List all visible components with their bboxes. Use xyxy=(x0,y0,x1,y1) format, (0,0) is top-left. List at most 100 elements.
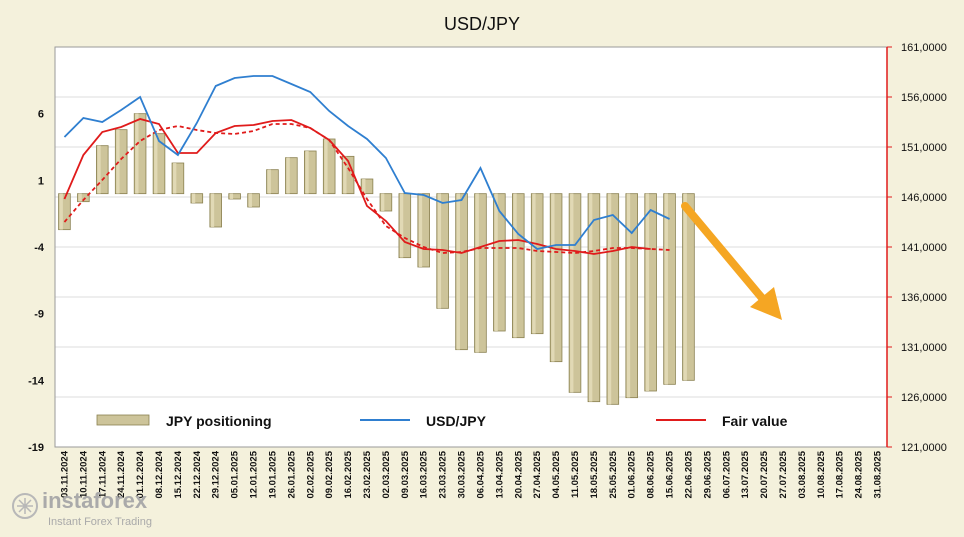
x-tick-label: 08.12.2024 xyxy=(154,450,165,498)
x-tick-label: 29.12.2024 xyxy=(211,450,222,498)
watermark-tagline: Instant Forex Trading xyxy=(48,516,152,528)
bar-jpy-positioning xyxy=(663,193,676,385)
x-tick-label: 30.03.2025 xyxy=(457,450,468,498)
x-tick-label: 03.11.2024 xyxy=(59,450,70,498)
x-tick-label: 03.08.2025 xyxy=(797,450,808,498)
x-tick-label: 29.06.2025 xyxy=(702,450,713,498)
left-tick-label: 6 xyxy=(38,109,44,121)
x-tick-label: 17.11.2024 xyxy=(97,450,108,498)
axes-layer: 6 1 -4 -9 -14 -19 161,0000 156,0000 151,0000 146,… xyxy=(28,42,947,499)
forecast-arrow xyxy=(681,202,782,320)
bar-highlight xyxy=(324,139,328,194)
bar-jpy-positioning xyxy=(512,193,525,339)
x-tick-label: 18.05.2025 xyxy=(589,450,600,498)
legend: JPY positioning USD/JPY Fair value xyxy=(96,413,788,429)
bar-highlight xyxy=(286,157,290,194)
bar-jpy-positioning xyxy=(247,193,260,208)
bar-jpy-positioning xyxy=(133,113,147,195)
right-tick-label: 141,0000 xyxy=(901,242,947,254)
legend-swatch-jpy-positioning xyxy=(96,414,150,426)
right-tick-label: 121,0000 xyxy=(901,442,947,454)
x-tick-label: 27.07.2025 xyxy=(778,450,789,498)
instaforex-logo-icon xyxy=(12,493,38,519)
bar-highlight xyxy=(418,193,423,267)
bar-jpy-positioning xyxy=(77,193,90,203)
right-tick-label: 156,0000 xyxy=(901,92,947,104)
x-tick-label: 01.06.2025 xyxy=(627,450,638,498)
bar-highlight xyxy=(173,163,177,194)
bar-highlight xyxy=(191,193,196,203)
lines-layer xyxy=(63,75,670,255)
x-tick-label: 10.08.2025 xyxy=(816,450,827,498)
bar-highlight xyxy=(210,193,215,227)
watermark: instaforex Instant Forex Trading xyxy=(12,488,152,528)
x-tick-label: 06.04.2025 xyxy=(475,450,486,498)
bar-jpy-positioning xyxy=(228,193,241,200)
bar-highlight xyxy=(475,193,479,353)
bar-jpy-positioning xyxy=(209,193,222,228)
bar-highlight xyxy=(607,193,612,405)
bar-jpy-positioning xyxy=(360,178,374,195)
fair-value-line xyxy=(63,118,651,255)
bar-highlight xyxy=(399,193,404,258)
bar-jpy-positioning xyxy=(114,129,128,195)
bar-highlight xyxy=(229,193,234,199)
x-tick-label: 01.12.2024 xyxy=(135,450,146,498)
right-tick-label: 136,0000 xyxy=(901,292,947,304)
x-tick-label: 16.03.2025 xyxy=(419,450,430,498)
bar-highlight xyxy=(97,145,101,194)
bar-highlight xyxy=(645,193,650,391)
x-tick-label: 09.02.2025 xyxy=(324,450,335,498)
bar-highlight xyxy=(456,193,460,350)
bar-jpy-positioning xyxy=(190,193,204,204)
x-tick-label: 22.12.2024 xyxy=(192,450,203,498)
x-tick-label: 22.06.2025 xyxy=(683,450,694,498)
bar-highlight xyxy=(248,193,252,207)
x-tick-label: 09.03.2025 xyxy=(400,450,411,498)
bar-jpy-positioning xyxy=(474,193,487,353)
fair-value-dashed-line xyxy=(63,123,670,254)
x-tick-label: 23.02.2025 xyxy=(362,450,373,498)
bar-highlight xyxy=(570,193,574,393)
bar-jpy-positioning xyxy=(285,157,298,195)
x-tick-label: 24.11.2024 xyxy=(116,450,127,498)
bar-jpy-positioning xyxy=(625,193,638,399)
x-tick-label: 26.01.2025 xyxy=(286,450,297,498)
bar-jpy-positioning xyxy=(152,133,166,195)
x-tick-label: 10.11.2024 xyxy=(78,450,89,498)
bar-jpy-positioning xyxy=(568,193,582,393)
x-tick-label: 23.03.2025 xyxy=(438,450,449,498)
bar-jpy-positioning xyxy=(96,145,109,195)
right-tick-label: 146,0000 xyxy=(901,192,947,204)
bar-jpy-positioning xyxy=(606,193,620,405)
bar-highlight xyxy=(305,151,309,194)
right-tick-label: 131,0000 xyxy=(901,342,947,354)
bar-jpy-positioning xyxy=(682,193,695,381)
x-tick-label: 02.02.2025 xyxy=(305,450,316,498)
bar-jpy-positioning xyxy=(587,193,601,403)
bar-jpy-positioning xyxy=(644,193,657,392)
right-tick-label: 161,0000 xyxy=(901,42,947,54)
gridlines xyxy=(55,46,887,448)
legend-label-jpy-positioning: JPY positioning xyxy=(166,413,272,429)
left-tick-label: -4 xyxy=(34,242,45,254)
legend-label-fair-value: Fair value xyxy=(722,413,788,429)
bar-jpy-positioning xyxy=(549,193,563,363)
x-tick-label: 05.01.2025 xyxy=(230,450,241,498)
left-tick-label: 1 xyxy=(38,175,44,187)
x-tick-label: 20.04.2025 xyxy=(513,450,524,498)
bar-highlight xyxy=(135,113,139,194)
bar-highlight xyxy=(343,156,347,194)
bar-highlight xyxy=(664,193,668,385)
bar-jpy-positioning xyxy=(530,193,544,335)
x-tick-label: 13.04.2025 xyxy=(494,450,505,498)
right-tick-label: 126,0000 xyxy=(901,392,947,404)
bar-jpy-positioning xyxy=(171,162,185,195)
bar-jpy-positioning xyxy=(493,193,506,332)
left-tick-label: -9 xyxy=(34,309,44,321)
right-tick-label: 151,0000 xyxy=(901,142,947,154)
bar-highlight xyxy=(494,193,498,331)
x-tick-label: 25.05.2025 xyxy=(608,450,619,498)
bar-highlight xyxy=(513,193,517,338)
